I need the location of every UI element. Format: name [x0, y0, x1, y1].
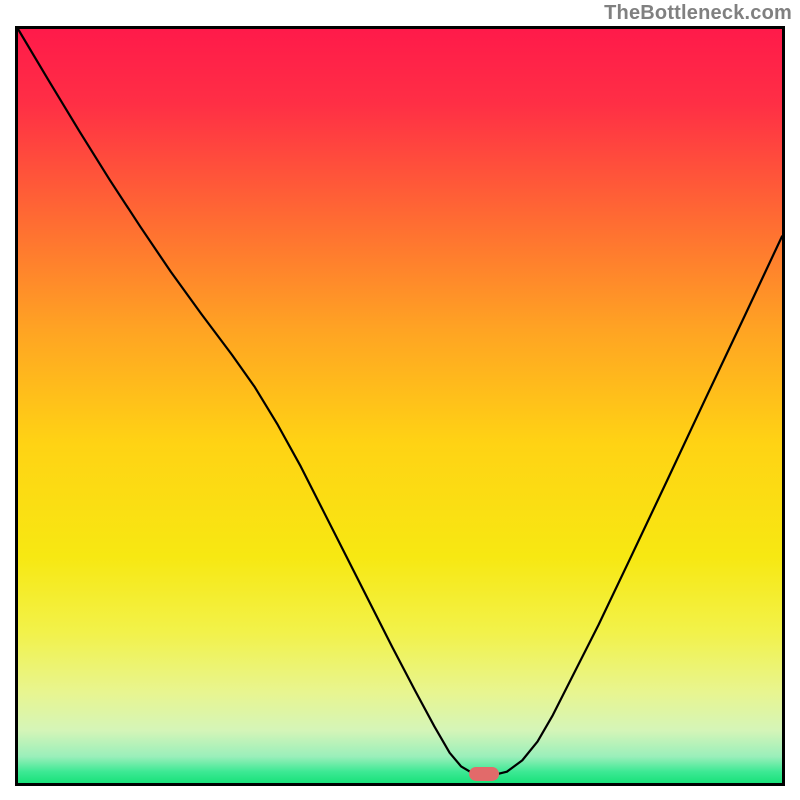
optimal-point-marker: [469, 767, 499, 781]
watermark-text: TheBottleneck.com: [604, 2, 792, 25]
chart-background-gradient: [18, 29, 782, 783]
